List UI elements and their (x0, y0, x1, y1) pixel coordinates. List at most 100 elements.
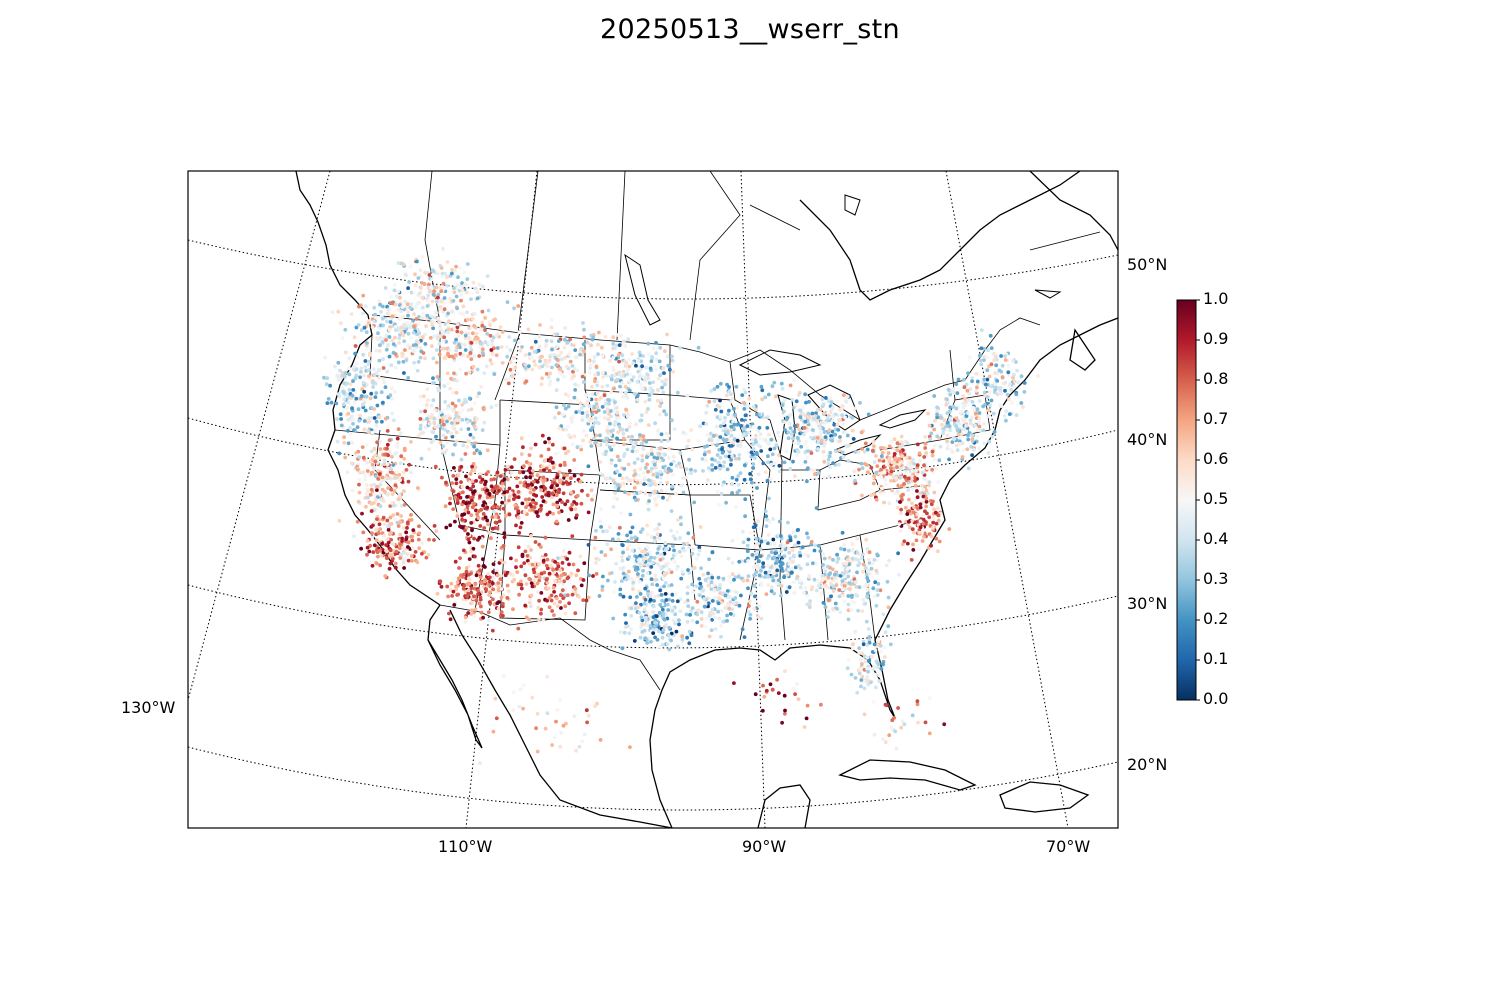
station-marker (655, 456, 660, 461)
station-marker (530, 508, 535, 512)
station-marker (402, 456, 406, 461)
station-marker (453, 353, 458, 358)
station-marker (834, 583, 839, 588)
station-marker (466, 354, 470, 359)
station-marker (766, 460, 770, 464)
parallels (188, 239, 1118, 811)
station-marker (914, 469, 918, 473)
station-marker (647, 381, 652, 385)
station-marker (977, 399, 982, 403)
station-marker (861, 642, 866, 647)
station-marker (342, 374, 347, 379)
station-marker (635, 449, 639, 453)
station-marker (986, 451, 991, 455)
station-marker (840, 587, 845, 592)
station-marker (756, 526, 761, 531)
station-marker (704, 422, 709, 426)
station-marker (591, 493, 596, 498)
station-marker (1022, 390, 1027, 394)
station-marker (730, 572, 735, 576)
station-marker (676, 644, 680, 649)
station-marker (565, 499, 570, 504)
station-marker (572, 458, 577, 462)
station-marker (329, 400, 334, 405)
station-marker (350, 488, 355, 493)
station-marker (966, 411, 970, 415)
station-marker (867, 557, 871, 562)
station-marker (675, 567, 679, 571)
station-marker (861, 569, 865, 574)
station-marker (512, 457, 517, 461)
station-marker (864, 537, 869, 542)
station-marker (935, 549, 940, 554)
station-marker (1019, 401, 1024, 405)
station-marker (827, 555, 832, 560)
station-marker (783, 547, 788, 552)
station-marker (887, 456, 892, 460)
station-marker (987, 439, 991, 444)
station-marker (924, 496, 929, 501)
station-marker (593, 416, 598, 421)
station-marker (837, 588, 842, 592)
station-marker (609, 390, 613, 395)
station-marker (765, 415, 770, 419)
station-marker (499, 595, 504, 600)
station-marker (567, 562, 571, 567)
station-marker (487, 491, 492, 496)
station-marker (612, 496, 617, 500)
station-marker (918, 525, 923, 530)
station-marker (827, 598, 831, 602)
station-marker (645, 372, 650, 377)
station-marker (871, 586, 876, 591)
station-marker (365, 545, 370, 550)
station-marker (697, 548, 702, 553)
station-marker (372, 466, 376, 471)
station-marker (575, 398, 580, 402)
station-marker (797, 390, 802, 395)
station-marker (469, 612, 474, 616)
station-marker (618, 587, 623, 592)
station-marker (374, 419, 379, 424)
station-marker (709, 438, 714, 443)
station-marker (960, 417, 965, 422)
station-marker (394, 328, 398, 332)
station-marker (792, 553, 796, 558)
station-marker (874, 454, 878, 458)
station-marker (596, 443, 601, 448)
station-marker (979, 328, 984, 332)
station-marker (567, 433, 571, 438)
station-marker (809, 451, 814, 455)
station-marker (677, 461, 681, 466)
station-marker (461, 304, 466, 309)
station-marker (547, 510, 552, 515)
station-marker (827, 428, 832, 432)
station-marker (912, 475, 917, 480)
station-marker (630, 449, 635, 454)
station-marker (567, 352, 571, 357)
station-marker (796, 540, 801, 545)
station-marker (986, 408, 991, 413)
station-marker (1019, 374, 1024, 379)
station-marker (883, 630, 888, 635)
station-marker (442, 335, 447, 340)
station-marker (678, 597, 683, 602)
station-marker (598, 414, 602, 419)
station-marker (680, 637, 685, 642)
station-marker (624, 393, 628, 398)
station-marker (453, 495, 458, 499)
station-marker (807, 428, 811, 432)
station-marker (643, 576, 647, 580)
station-marker (596, 342, 600, 347)
station-marker (396, 289, 400, 294)
station-marker (416, 315, 421, 319)
station-marker (730, 560, 735, 565)
station-marker (1004, 418, 1008, 423)
station-marker (516, 340, 521, 345)
station-marker (770, 384, 775, 389)
station-marker (951, 436, 956, 440)
station-marker (924, 451, 929, 455)
station-marker (455, 322, 460, 327)
station-marker (507, 376, 512, 380)
station-marker (372, 416, 377, 420)
station-marker (730, 607, 735, 612)
